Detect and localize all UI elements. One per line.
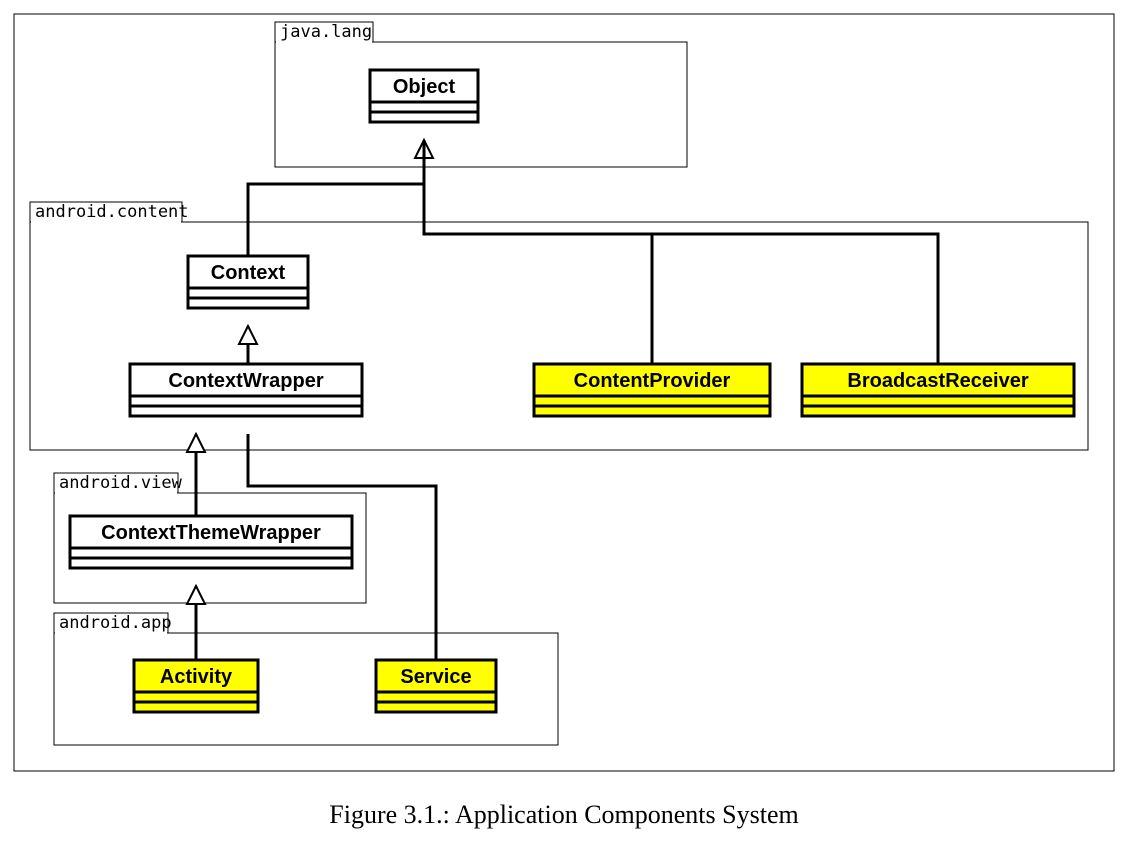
svg-text:Object: Object (393, 76, 456, 98)
svg-text:ContentProvider: ContentProvider (574, 370, 731, 392)
svg-text:ContextWrapper: ContextWrapper (168, 370, 323, 392)
svg-text:ContextThemeWrapper: ContextThemeWrapper (101, 522, 321, 544)
edge-BroadcastReceiver-Object (652, 234, 938, 364)
svg-text:android.app: android.app (59, 613, 172, 633)
svg-text:Activity: Activity (160, 666, 233, 688)
package-java_lang (275, 42, 687, 167)
svg-text:java.lang: java.lang (280, 22, 372, 42)
figure-caption: Figure 3.1.: Application Components Syst… (0, 800, 1128, 830)
svg-text:android.view: android.view (59, 473, 183, 493)
svg-text:Service: Service (400, 666, 471, 688)
svg-text:Context: Context (211, 262, 286, 284)
edge-ContentProvider-Object (424, 140, 652, 364)
uml-diagram-svg: java.lang android.content android.view andr… (0, 0, 1128, 844)
edge-Context-Object (248, 140, 424, 256)
diagram-container: java.lang android.content android.view andr… (0, 0, 1128, 844)
svg-text:android.content: android.content (35, 202, 189, 222)
svg-text:BroadcastReceiver: BroadcastReceiver (847, 370, 1028, 392)
